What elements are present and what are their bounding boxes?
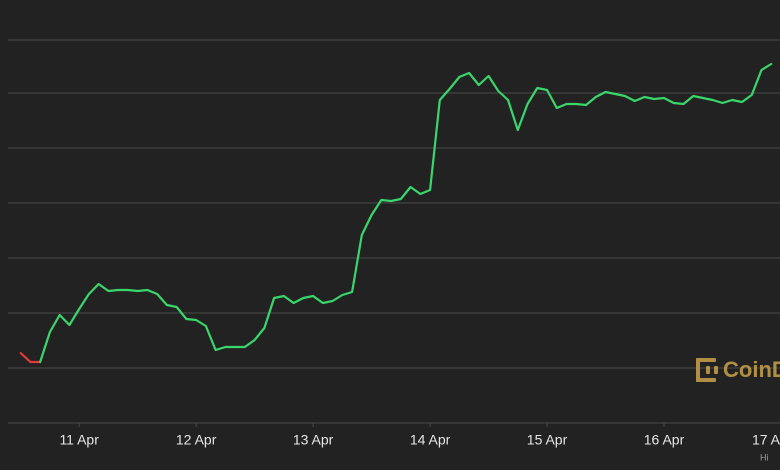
watermark: CoinD bbox=[696, 357, 780, 382]
footer-text: Hi bbox=[760, 452, 769, 462]
x-tick-label: 16 Apr bbox=[644, 432, 685, 448]
watermark-logo bbox=[696, 358, 718, 382]
x-tick-label: 14 Apr bbox=[410, 432, 451, 448]
x-tick-label: 12 Apr bbox=[176, 432, 217, 448]
x-tick-label: 17 A bbox=[752, 432, 780, 448]
watermark-text: CoinD bbox=[723, 357, 780, 382]
price-line bbox=[39, 62, 773, 364]
x-axis: 11 Apr 12 Apr 13 Apr 14 Apr 15 Apr 16 Apr 17 A bbox=[59, 423, 780, 448]
plot bbox=[19, 62, 773, 364]
price-line bbox=[19, 351, 42, 364]
x-tick-label: 11 Apr bbox=[59, 432, 99, 448]
x-tick-label: 13 Apr bbox=[293, 432, 334, 448]
x-tick-label: 15 Apr bbox=[527, 432, 568, 448]
grid bbox=[8, 39, 780, 424]
